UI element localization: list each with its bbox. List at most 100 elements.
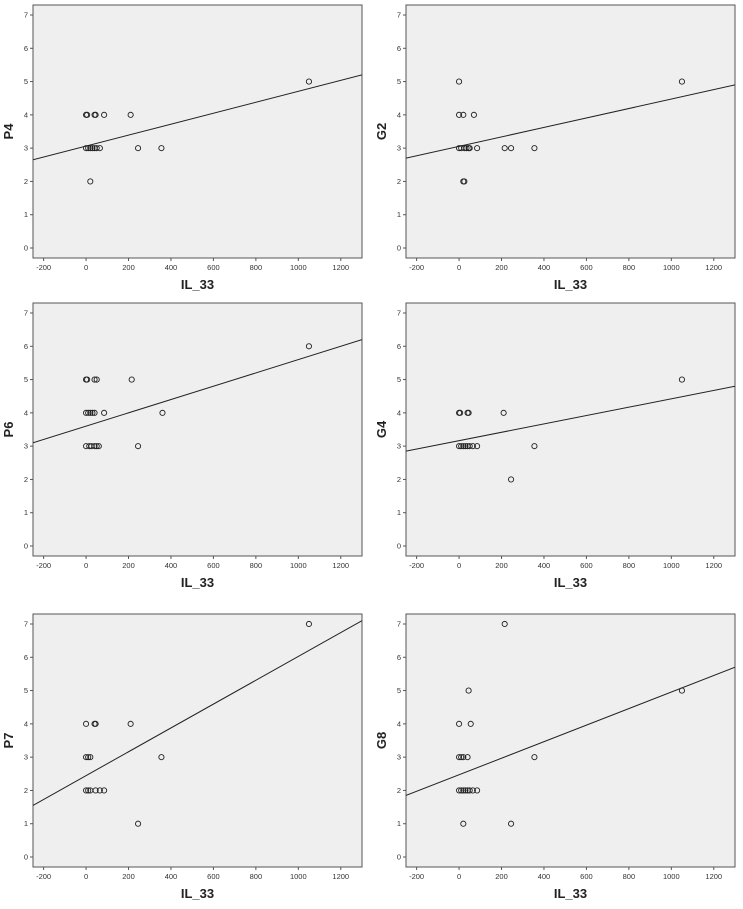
data-point (501, 620, 508, 628)
y-tick-label: 2 (397, 475, 401, 484)
data-point (127, 720, 134, 727)
plot-area (405, 613, 736, 868)
x-tick-label: 1200 (705, 263, 722, 272)
data-point (101, 111, 108, 118)
x-tick-label: 1200 (705, 561, 722, 570)
data-point (501, 145, 508, 152)
data-point (158, 754, 165, 761)
x-axis-title: IL_33 (181, 575, 214, 590)
data-point (96, 787, 103, 794)
data-point (466, 787, 473, 794)
data-point (91, 376, 98, 383)
x-axis-title: IL_33 (181, 886, 214, 901)
data-point (456, 754, 463, 761)
data-point (135, 145, 142, 152)
y-tick-label: 3 (397, 753, 401, 762)
data-point (83, 409, 90, 416)
data-point (460, 787, 467, 794)
x-tick-label: 600 (207, 263, 220, 272)
plot-area (405, 302, 736, 557)
data-point (460, 820, 467, 827)
y-tick-label: 2 (397, 177, 401, 186)
data-point (470, 111, 477, 118)
x-tick-label: -200 (409, 872, 424, 881)
y-tick-label: 6 (24, 653, 28, 662)
data-point (93, 443, 100, 450)
y-tick-label: 4 (24, 719, 28, 728)
x-tick-label: 1000 (663, 263, 680, 272)
data-point (466, 145, 473, 152)
data-point (531, 754, 538, 761)
data-point (474, 145, 481, 152)
x-tick-label: 200 (122, 872, 135, 881)
y-tick-label: 3 (24, 442, 28, 451)
data-point (135, 820, 142, 827)
data-point (465, 687, 472, 694)
data-point (92, 787, 99, 794)
plot-area (32, 613, 363, 868)
x-tick-label: -200 (36, 263, 51, 272)
y-tick-label: 7 (397, 308, 401, 317)
y-tick-label: 5 (397, 375, 401, 384)
y-tick-label: 2 (397, 786, 401, 795)
data-point (469, 787, 476, 794)
scatter-panel-4: -200 0 200 400 600 800 1000 1200 0 1 2 3 4 5 6 7 IL_33 G4 (374, 302, 736, 590)
x-axis-title: IL_33 (554, 277, 587, 292)
data-point (474, 443, 481, 450)
y-tick-label: 5 (397, 77, 401, 86)
plot-area (405, 4, 736, 259)
data-point (531, 443, 538, 450)
scatter-panel-1: -200 0 200 400 600 800 1000 1200 0 1 2 3 4 5 6 7 IL_33 P4 (1, 4, 363, 292)
data-point (462, 443, 469, 450)
x-tick-label: 800 (623, 263, 636, 272)
x-tick-label: 600 (580, 263, 593, 272)
data-point (91, 443, 98, 450)
data-point (466, 443, 473, 450)
data-point (95, 443, 102, 450)
x-tick-label: 200 (495, 561, 508, 570)
scatter-panel-6: -200 0 200 400 600 800 1000 1200 0 1 2 3 4 5 6 7 IL_33 G8 (374, 613, 736, 901)
data-point (92, 111, 99, 118)
y-tick-label: 2 (24, 475, 28, 484)
data-point (678, 376, 685, 383)
y-tick-label: 7 (24, 10, 28, 19)
y-tick-label: 2 (24, 177, 28, 186)
x-tick-label: 1200 (332, 263, 349, 272)
y-tick-label: 3 (24, 753, 28, 762)
data-point (531, 145, 538, 152)
y-tick-label: 3 (397, 144, 401, 153)
x-tick-label: -200 (36, 561, 51, 570)
data-point (460, 754, 467, 761)
x-tick-label: 600 (580, 561, 593, 570)
data-point (458, 787, 465, 794)
y-tick-label: 1 (24, 819, 28, 828)
x-tick-label: 200 (495, 263, 508, 272)
x-tick-label: 800 (623, 872, 636, 881)
data-point (500, 409, 507, 416)
data-point (89, 145, 96, 152)
y-tick-label: 1 (24, 210, 28, 219)
x-tick-label: 1000 (663, 561, 680, 570)
data-point (462, 787, 469, 794)
x-tick-label: -200 (409, 263, 424, 272)
data-point (84, 376, 91, 383)
y-tick-label: 0 (397, 542, 401, 551)
data-point (87, 409, 94, 416)
y-tick-label: 3 (397, 442, 401, 451)
data-point (85, 754, 92, 761)
x-tick-label: 0 (457, 872, 461, 881)
data-point (87, 754, 94, 761)
x-tick-label: 0 (84, 263, 88, 272)
y-tick-label: 5 (397, 686, 401, 695)
data-point (87, 145, 94, 152)
data-point (305, 343, 312, 350)
scatter-panel-2: -200 0 200 400 600 800 1000 1200 0 1 2 3 4 5 6 7 IL_33 G2 (374, 4, 736, 292)
y-tick-label: 2 (24, 786, 28, 795)
x-axis-title: IL_33 (181, 277, 214, 292)
data-point (83, 145, 90, 152)
data-point (83, 754, 90, 761)
data-point (83, 720, 90, 727)
y-tick-label: 6 (397, 44, 401, 53)
x-tick-label: 600 (580, 872, 593, 881)
data-point (85, 145, 92, 152)
